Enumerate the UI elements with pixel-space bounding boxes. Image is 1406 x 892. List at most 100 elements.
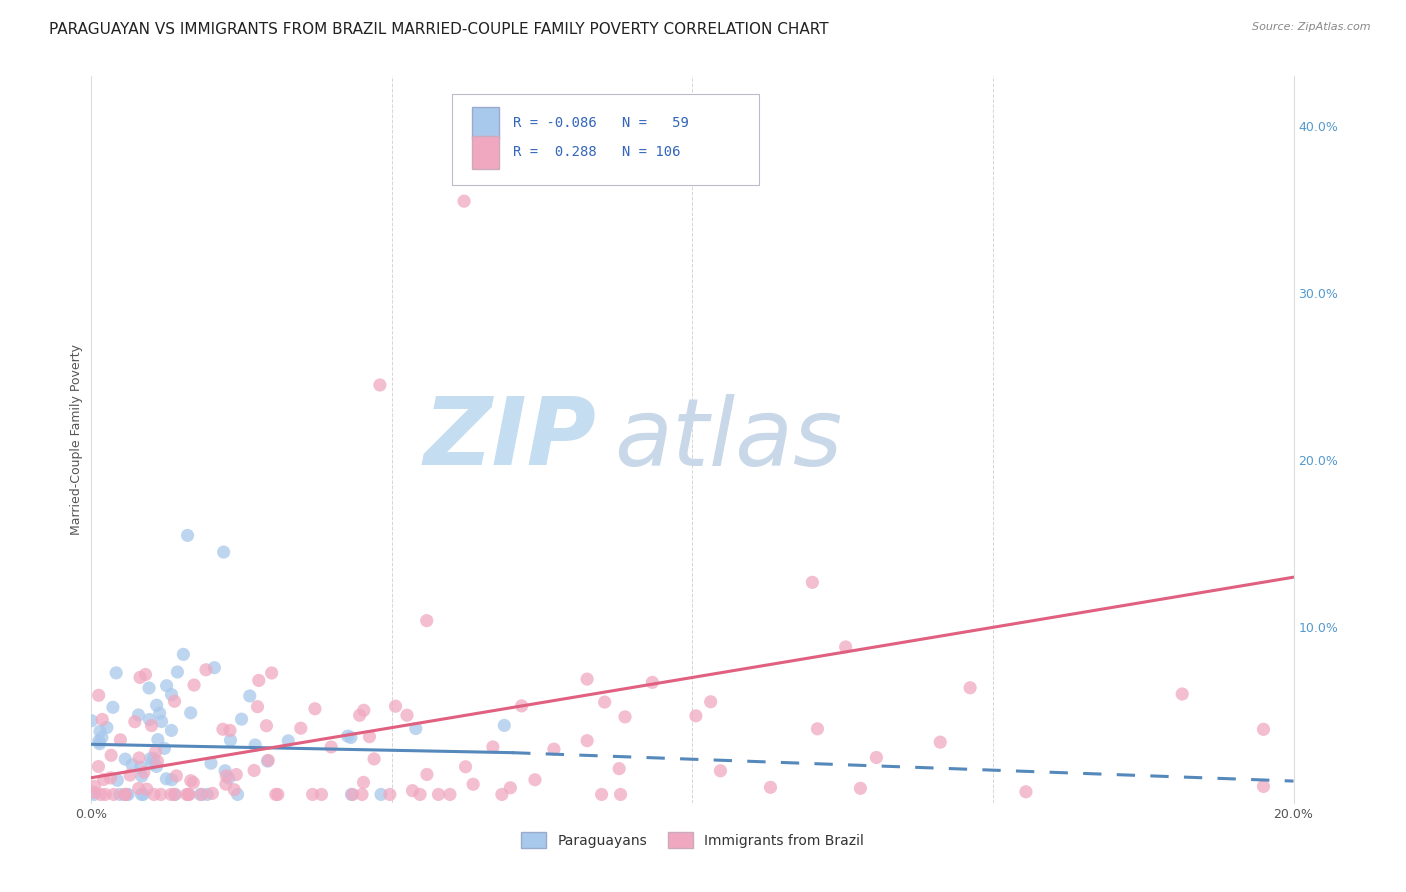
Point [336, 729, 359, 743]
Point [243, 738, 266, 752]
Point [114, 752, 136, 766]
Point [257, 753, 280, 767]
Point [277, 734, 299, 748]
Point [110, 732, 132, 747]
Point [202, 661, 225, 675]
Point [593, 695, 616, 709]
Point [849, 781, 872, 796]
Point [349, 708, 371, 723]
Point [138, 713, 160, 727]
Point [145, 745, 167, 759]
Point [834, 640, 856, 654]
Point [156, 679, 179, 693]
Point [141, 718, 163, 732]
Point [160, 723, 183, 738]
Point [699, 695, 721, 709]
Point [301, 788, 323, 802]
Point [105, 773, 128, 788]
Point [195, 663, 218, 677]
Point [321, 739, 343, 754]
Point [212, 723, 235, 737]
Legend: Paraguayans, Immigrants from Brazil: Paraguayans, Immigrants from Brazil [516, 826, 869, 854]
Point [188, 788, 211, 802]
Point [163, 788, 186, 802]
Point [131, 769, 153, 783]
Point [353, 703, 375, 717]
Point [114, 788, 136, 802]
Point [214, 764, 236, 778]
Point [94, 788, 117, 802]
Point [243, 764, 266, 778]
Point [142, 751, 165, 765]
Point [83, 785, 105, 799]
Point [87, 759, 110, 773]
Point [155, 772, 177, 786]
Point [134, 667, 156, 681]
Point [264, 788, 287, 802]
Point [231, 712, 253, 726]
Point [340, 731, 363, 745]
Point [128, 707, 150, 722]
Point [482, 739, 505, 754]
Point [83, 788, 105, 802]
Point [176, 788, 198, 802]
Point [224, 782, 246, 797]
Point [145, 698, 167, 713]
Point [128, 781, 150, 796]
Point [304, 702, 326, 716]
Point [200, 756, 222, 771]
Point [143, 788, 166, 802]
Point [146, 754, 169, 768]
Point [215, 769, 238, 783]
Point [131, 788, 153, 802]
Point [128, 751, 150, 765]
Point [145, 759, 167, 773]
Point [1253, 723, 1275, 737]
Point [118, 768, 141, 782]
Point [114, 788, 136, 802]
Point [510, 698, 533, 713]
Point [1015, 785, 1038, 799]
Point [201, 786, 224, 800]
Point [212, 545, 235, 559]
Point [290, 721, 312, 735]
Point [132, 788, 155, 802]
Point [607, 762, 630, 776]
Point [165, 769, 187, 783]
Point [108, 788, 131, 802]
Point [368, 378, 391, 392]
Point [801, 575, 824, 590]
Point [401, 783, 423, 797]
Point [260, 665, 283, 680]
Point [219, 733, 242, 747]
Point [149, 788, 172, 802]
Point [427, 788, 450, 802]
Point [138, 681, 160, 695]
Point [165, 788, 187, 802]
Point [416, 767, 439, 781]
Text: Source: ZipAtlas.com: Source: ZipAtlas.com [1253, 22, 1371, 32]
Point [149, 706, 172, 720]
Point [491, 788, 513, 802]
Point [180, 706, 202, 720]
Point [929, 735, 952, 749]
Point [183, 678, 205, 692]
Point [90, 788, 112, 802]
Point [1171, 687, 1194, 701]
Point [141, 756, 163, 771]
Point [342, 788, 364, 802]
Point [247, 673, 270, 688]
Point [439, 788, 461, 802]
Point [90, 731, 112, 745]
Point [267, 788, 290, 802]
Point [195, 788, 218, 802]
Point [153, 741, 176, 756]
Point [409, 788, 432, 802]
Point [121, 757, 143, 772]
Point [89, 737, 111, 751]
Point [499, 780, 522, 795]
Point [150, 714, 173, 729]
Text: atlas: atlas [614, 393, 842, 485]
Point [160, 688, 183, 702]
Point [226, 788, 249, 802]
